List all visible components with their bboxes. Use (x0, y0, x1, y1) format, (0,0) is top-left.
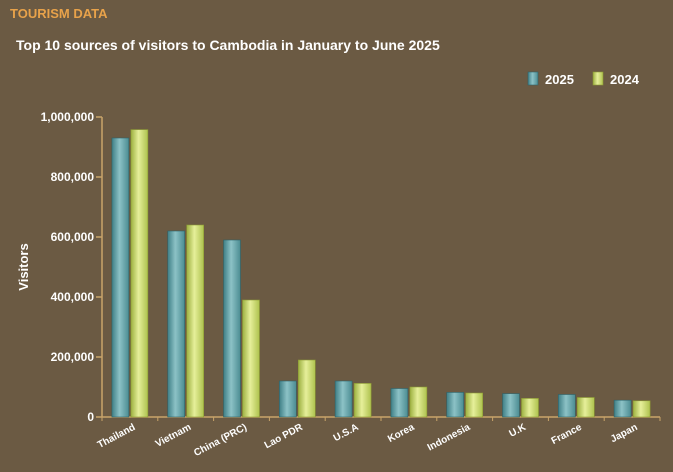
y-tick-label: 1,000,000 (41, 110, 95, 124)
bar-2025-china-prc- (223, 239, 241, 418)
bar-2025-korea (390, 388, 409, 418)
x-tick-label: Indonesia (426, 422, 473, 454)
x-tick-label: Vietnam (154, 422, 193, 450)
bar-2025-vietnam (167, 230, 185, 418)
labels: 0 200,000 400,000 600,000 800,000 1,000,000 Vi… (16, 110, 640, 459)
x-tick-label: Korea (386, 422, 417, 445)
y-tick-label: 0 (87, 410, 94, 424)
bar-2024-japan (632, 400, 651, 418)
bar-2025-lao-pdr (278, 380, 297, 418)
x-tick-label: Lao PDR (263, 422, 306, 452)
bar-2025-u-k (502, 393, 520, 418)
y-axis-label: Visitors (16, 243, 31, 290)
x-tick-label: Thailand (96, 422, 137, 451)
legend-label-2024: 2024 (610, 72, 640, 87)
bar-2025-japan (613, 399, 632, 418)
y-tick-label: 400,000 (51, 290, 95, 304)
bar-2025-u-s-a (334, 380, 353, 418)
y-tick-label: 800,000 (51, 170, 95, 184)
bar-2024-korea (409, 386, 428, 418)
section-label: TOURISM DATA (10, 6, 108, 21)
x-tick-label: U.S.A (332, 422, 361, 444)
legend-swatch-2024 (592, 71, 604, 86)
bar-2024-u-k (521, 398, 539, 418)
bar-2024-u-s-a (353, 383, 372, 418)
x-tick-label: France (550, 422, 585, 447)
chart-title: Top 10 sources of visitors to Cambodia i… (16, 37, 440, 53)
bar-2024-france (576, 397, 595, 418)
bar-2025-indonesia (446, 392, 465, 418)
legend-label-2025: 2025 (545, 72, 574, 87)
y-tick-label: 600,000 (51, 230, 95, 244)
bar-2024-china-prc- (242, 299, 260, 418)
bar-2024-indonesia (465, 392, 484, 418)
legend: 2025 2024 (527, 71, 640, 87)
y-tick-label: 200,000 (51, 350, 95, 364)
bar-2025-france (557, 394, 576, 418)
x-tick-label: China (PRC) (192, 422, 249, 459)
x-tick-label: U.K (508, 422, 529, 440)
x-tick-label: Japan (609, 422, 640, 445)
bar-2025-thailand (111, 137, 130, 418)
legend-swatch-2025 (527, 71, 539, 86)
bars (111, 129, 651, 418)
bar-2024-thailand (130, 129, 149, 418)
bar-2024-lao-pdr (297, 359, 316, 418)
bar-2024-vietnam (186, 224, 204, 418)
